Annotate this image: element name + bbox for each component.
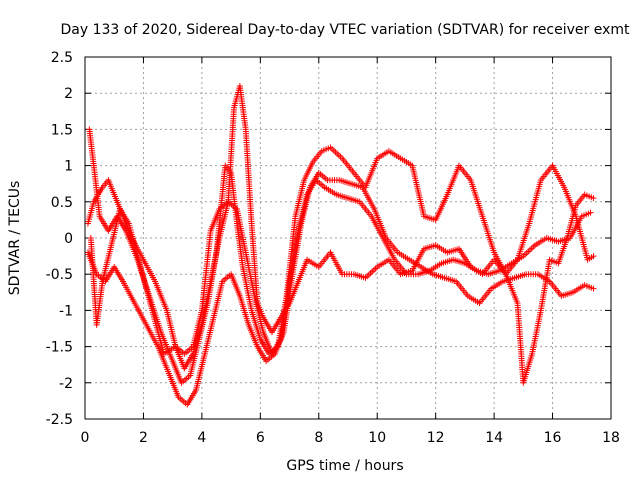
x-tick-label: 12 <box>427 430 445 446</box>
data-point-marker <box>587 209 594 216</box>
tick-layer: 0 2 4 6 8 10 12 14 16 18 -2.5 -2 -1.5 -1 -0.5 0 0.5 1 1.5 2… <box>46 50 620 446</box>
y-tick-label: 1.5 <box>51 122 73 138</box>
x-tick-label: 10 <box>368 430 386 446</box>
data-point-marker <box>590 285 597 292</box>
x-tick-label: 6 <box>256 430 265 446</box>
x-tick-label: 2 <box>139 430 148 446</box>
y-tick-label: 0 <box>64 231 73 247</box>
y-tick-label: 2 <box>64 86 73 102</box>
x-tick-label: 8 <box>314 430 323 446</box>
data-layer <box>84 82 597 408</box>
x-tick-label: 16 <box>544 430 562 446</box>
data-point-marker <box>590 195 597 202</box>
x-tick-label: 18 <box>602 430 620 446</box>
y-tick-label: 1 <box>64 159 73 175</box>
y-tick-label: -2 <box>59 376 73 392</box>
y-tick-label: -1.5 <box>46 340 73 356</box>
grid-layer <box>85 57 611 419</box>
y-tick-label: -2.5 <box>46 412 73 428</box>
y-tick-label: -1 <box>59 303 73 319</box>
y-axis-label: SDTVAR / TECUs <box>7 181 23 296</box>
x-tick-label: 4 <box>197 430 206 446</box>
x-tick-label: 14 <box>485 430 503 446</box>
x-axis-label: GPS time / hours <box>286 458 403 474</box>
chart-title: Day 133 of 2020, Sidereal Day-to-day VTE… <box>61 22 631 38</box>
data-point-marker <box>590 253 597 260</box>
x-tick-label: 0 <box>81 430 90 446</box>
y-tick-label: 0.5 <box>51 195 73 211</box>
plot-frame <box>84 56 612 420</box>
y-tick-label: 2.5 <box>51 50 73 66</box>
y-tick-label: -0.5 <box>46 267 73 283</box>
series-track-c <box>86 126 597 386</box>
series-track-d <box>87 82 597 386</box>
